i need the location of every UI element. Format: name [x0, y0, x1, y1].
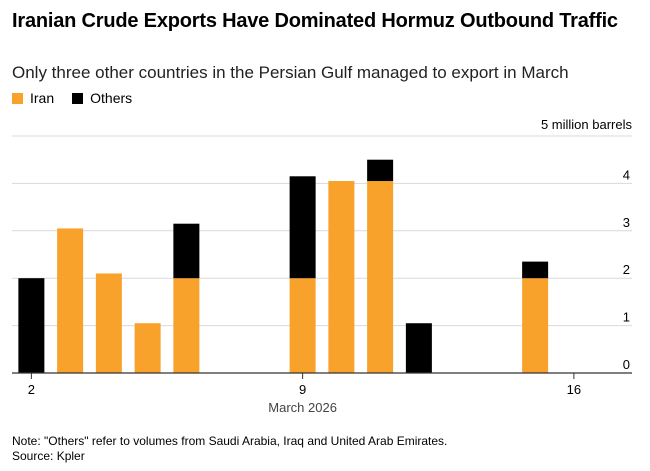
- bar-others-11: [367, 159, 394, 182]
- chart-subtitle: Only three other countries in the Persia…: [12, 63, 569, 82]
- bar-iran-6: [173, 278, 200, 373]
- legend-swatch-iran: [12, 92, 23, 104]
- footer-note: Note: "Others" refer to volumes from Sau…: [12, 434, 448, 448]
- x-tick-label: 9: [299, 382, 306, 397]
- x-tick-label: 2: [28, 382, 35, 397]
- y-tick-label: 0: [623, 357, 630, 372]
- bar-others-2: [18, 278, 45, 373]
- legend-item-iran: Iran: [12, 90, 54, 106]
- bar-iran-11: [367, 181, 394, 373]
- y-axis-unit-label: 5 million barrels: [540, 117, 632, 132]
- chart-title: Iranian Crude Exports Have Dominated Hor…: [12, 10, 618, 32]
- bar-iran-10: [328, 181, 355, 373]
- y-tick-label: 1: [623, 310, 630, 325]
- legend-item-others: Others: [72, 90, 132, 106]
- y-tick-label: 2: [623, 262, 630, 277]
- bar-iran-15: [522, 278, 549, 373]
- legend: Iran Others: [12, 90, 150, 106]
- bar-iran-3: [57, 228, 84, 373]
- footer: Note: "Others" refer to volumes from Sau…: [12, 434, 447, 464]
- y-tick-label: 3: [623, 215, 630, 230]
- y-tick-label: 4: [623, 167, 630, 182]
- x-tick-label: 16: [567, 382, 581, 397]
- legend-swatch-others: [72, 92, 84, 104]
- bar-others-15: [522, 261, 549, 279]
- legend-label-iran: Iran: [30, 90, 55, 106]
- bar-iran-9: [289, 278, 316, 373]
- footer-source: Source: Kpler: [12, 449, 85, 463]
- x-axis-label: March 2026: [268, 400, 337, 415]
- bar-iran-4: [95, 273, 122, 373]
- legend-label-others: Others: [90, 90, 133, 106]
- bar-others-9: [289, 176, 316, 279]
- bar-others-6: [173, 223, 200, 279]
- bar-others-12: [405, 323, 432, 373]
- bar-iran-5: [134, 323, 161, 373]
